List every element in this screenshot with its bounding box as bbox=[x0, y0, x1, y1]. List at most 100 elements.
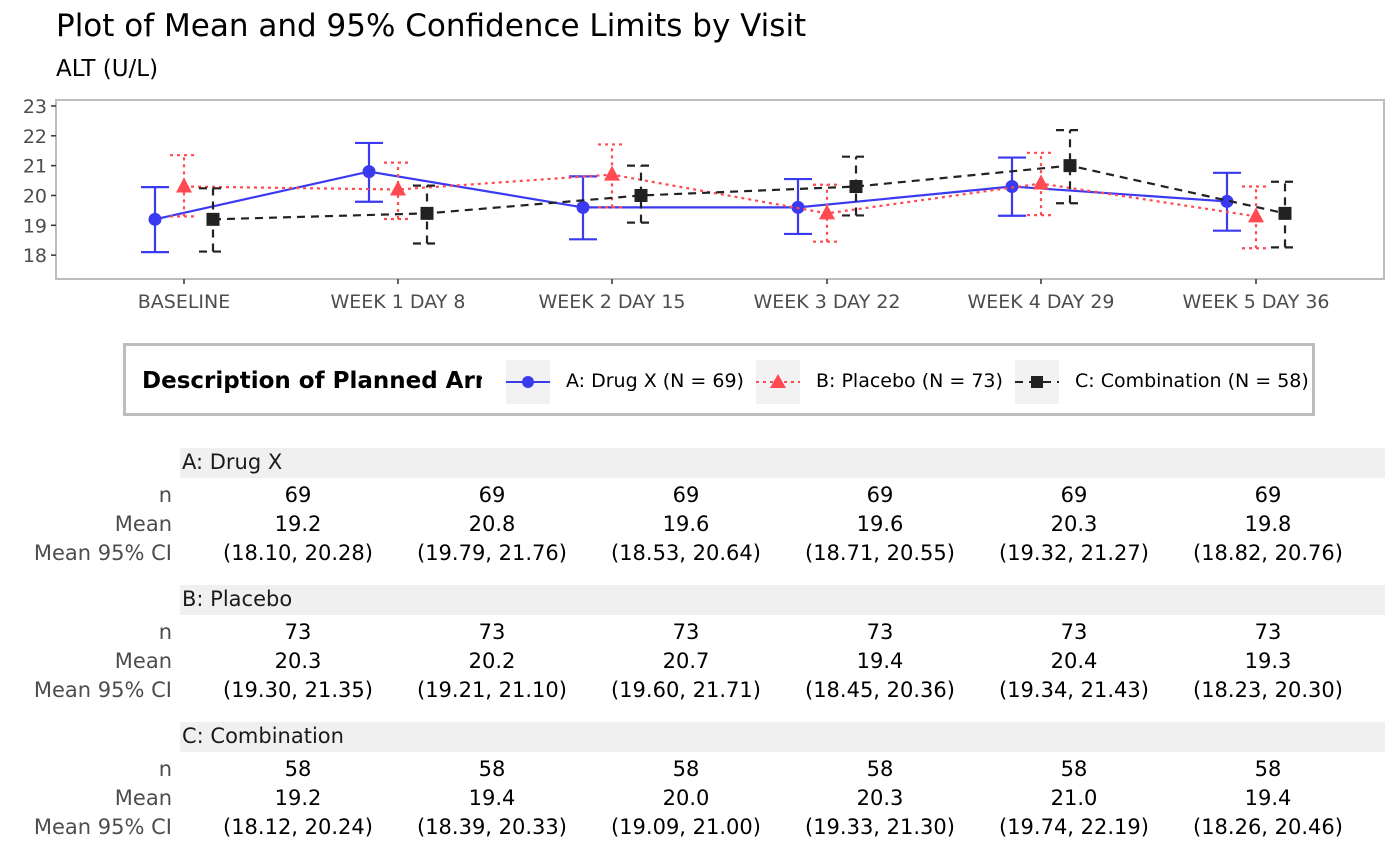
table-cell: (19.34, 21.43) bbox=[999, 678, 1149, 702]
table-row-label: Mean 95% CI bbox=[33, 541, 172, 565]
table-cell: 19.2 bbox=[274, 786, 322, 810]
x-tick-label: WEEK 1 DAY 8 bbox=[331, 291, 466, 313]
table-cell: (18.82, 20.76) bbox=[1193, 541, 1343, 565]
table-cell: (18.45, 20.36) bbox=[805, 678, 955, 702]
table-cell: (18.10, 20.28) bbox=[223, 541, 373, 565]
table-cell: 20.7 bbox=[662, 649, 710, 673]
mean-point bbox=[576, 200, 590, 214]
mean-point bbox=[362, 165, 376, 179]
table-cell: 20.4 bbox=[1050, 649, 1098, 673]
table-cell: 58 bbox=[1060, 757, 1088, 781]
legend: Description of Planned Arm A: Drug X (N … bbox=[123, 343, 1315, 416]
mean-point bbox=[420, 206, 434, 220]
mean-point bbox=[206, 212, 220, 226]
table-cell: 19.4 bbox=[468, 786, 516, 810]
table-cell: 69 bbox=[866, 483, 894, 507]
table-cell: 73 bbox=[478, 620, 506, 644]
mean-point bbox=[1248, 207, 1264, 223]
table-group-label: A: Drug X bbox=[182, 450, 283, 474]
table-cell: (19.32, 21.27) bbox=[999, 541, 1149, 565]
legend-label-placebo: B: Placebo (N = 73) bbox=[816, 370, 1003, 392]
x-tick-label: BASELINE bbox=[138, 291, 231, 313]
table-cell: 58 bbox=[284, 757, 312, 781]
chart-plot: 18 19 20 21 22 23 BASELINE WEEK 1 DAY 8 WEEK 2 D… bbox=[23, 96, 1385, 313]
chart-title: Plot of Mean and 95% Confidence Limits b… bbox=[56, 8, 807, 44]
mean-point bbox=[148, 212, 162, 226]
table-row-label: Mean bbox=[114, 649, 172, 673]
table-group-header: B: Placebo bbox=[180, 585, 1385, 615]
mean-point bbox=[1220, 194, 1234, 208]
table-cell: 19.2 bbox=[274, 512, 322, 536]
table-row-label: Mean bbox=[114, 512, 172, 536]
table-cell: 69 bbox=[478, 483, 506, 507]
y-tick-label: 23 bbox=[23, 96, 47, 118]
table-cell: (18.71, 20.55) bbox=[805, 541, 955, 565]
table-cell: 20.2 bbox=[468, 649, 516, 673]
table-cell: (18.12, 20.24) bbox=[223, 815, 373, 839]
legend-label-drug-x: A: Drug X (N = 69) bbox=[566, 370, 744, 392]
y-tick-label: 22 bbox=[23, 126, 47, 148]
table-cell: (19.09, 21.00) bbox=[611, 815, 761, 839]
table-cell: 69 bbox=[284, 483, 312, 507]
x-tick-label: WEEK 2 DAY 15 bbox=[538, 291, 685, 313]
table-cell: (18.23, 20.30) bbox=[1193, 678, 1343, 702]
legend-label-combination: C: Combination (N = 58) bbox=[1075, 370, 1309, 392]
table-cell: 73 bbox=[1254, 620, 1282, 644]
chart-subtitle: ALT (U/L) bbox=[56, 56, 159, 82]
table-cell: 73 bbox=[672, 620, 700, 644]
series-line bbox=[183, 173, 1257, 218]
series-line bbox=[154, 170, 1228, 221]
table-cell: 20.3 bbox=[856, 786, 904, 810]
triangle-marker-icon bbox=[756, 374, 800, 388]
table-cell: 20.8 bbox=[468, 512, 516, 536]
table-cell: (19.74, 22.19) bbox=[999, 815, 1149, 839]
table-group-header: A: Drug X bbox=[180, 448, 1385, 478]
table-row-label: n bbox=[158, 757, 172, 781]
mean-point bbox=[390, 180, 406, 196]
table-cell: 19.4 bbox=[856, 649, 904, 673]
table-cell: 69 bbox=[1254, 483, 1282, 507]
table-cell: (18.39, 20.33) bbox=[417, 815, 567, 839]
table-cell: 20.3 bbox=[1050, 512, 1098, 536]
table-group-header: C: Combination bbox=[180, 722, 1385, 752]
circle-marker-icon bbox=[506, 376, 550, 388]
legend-title: Description of Planned Arm bbox=[142, 368, 482, 394]
table-cell: 19.3 bbox=[1244, 649, 1292, 673]
legend-key-drug-x bbox=[506, 360, 550, 404]
table-cell: 58 bbox=[1254, 757, 1282, 781]
table-row-label: n bbox=[158, 483, 172, 507]
mean-point bbox=[176, 177, 192, 193]
table-cell: (19.30, 21.35) bbox=[223, 678, 373, 702]
table-cell: (18.26, 20.46) bbox=[1193, 815, 1343, 839]
square-marker-icon bbox=[1015, 376, 1059, 388]
table-cell: 73 bbox=[866, 620, 894, 644]
table-cell: 73 bbox=[1060, 620, 1088, 644]
table-cell: 19.6 bbox=[662, 512, 710, 536]
legend-key-placebo bbox=[756, 360, 800, 404]
y-tick-label: 19 bbox=[23, 215, 47, 237]
table-row-label: Mean 95% CI bbox=[33, 815, 172, 839]
table-cell: (19.21, 21.10) bbox=[417, 678, 567, 702]
table-cell: (19.79, 21.76) bbox=[417, 541, 567, 565]
mean-point bbox=[1278, 206, 1292, 220]
x-tick-label: WEEK 4 DAY 29 bbox=[967, 291, 1114, 313]
table-cell: 58 bbox=[672, 757, 700, 781]
table-cell: 73 bbox=[284, 620, 312, 644]
table-cell: 20.0 bbox=[662, 786, 710, 810]
table-cell: 20.3 bbox=[274, 649, 322, 673]
table-cell: (19.60, 21.71) bbox=[611, 678, 761, 702]
y-tick-label: 21 bbox=[23, 156, 47, 178]
table-cell: 19.8 bbox=[1244, 512, 1292, 536]
table-group-label: B: Placebo bbox=[182, 587, 293, 611]
mean-point bbox=[819, 204, 835, 220]
table-cell: 69 bbox=[1060, 483, 1088, 507]
mean-point bbox=[1063, 159, 1077, 173]
y-tick-label: 18 bbox=[23, 245, 47, 267]
table-row-label: Mean bbox=[114, 786, 172, 810]
x-tick-label: WEEK 3 DAY 22 bbox=[753, 291, 900, 313]
y-tick-label: 20 bbox=[23, 185, 47, 207]
table-row-label: Mean 95% CI bbox=[33, 678, 172, 702]
mean-point bbox=[634, 188, 648, 202]
table-cell: 19.6 bbox=[856, 512, 904, 536]
table-cell: 69 bbox=[672, 483, 700, 507]
